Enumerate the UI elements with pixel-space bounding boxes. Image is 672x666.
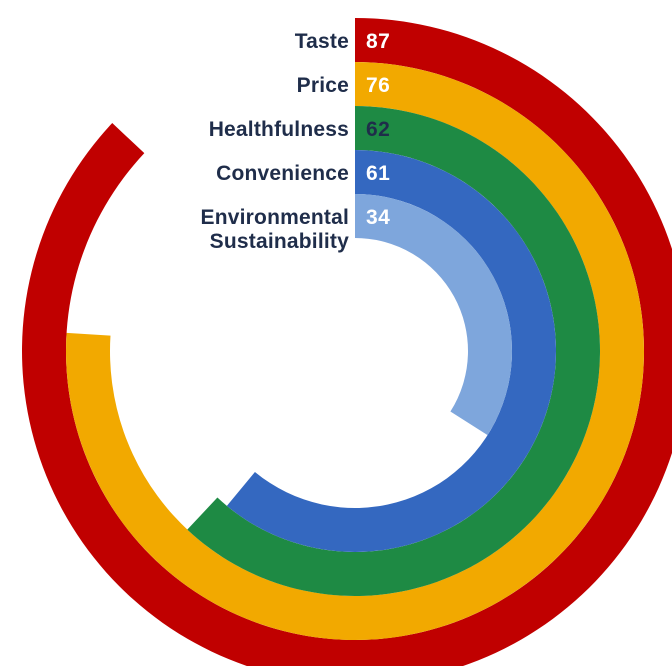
value-label-price: 76 [366,74,390,97]
category-label-price: Price [297,74,349,97]
chart-labels: Taste 87 Price 76 Healthfulness 62 Convenience… [201,30,390,253]
value-label-taste: 87 [366,30,390,53]
category-label-convenience: Convenience [216,162,349,185]
category-label-healthfulness: Healthfulness [209,118,349,141]
value-label-environmental-sustainability: 34 [366,206,390,229]
arc-healthfulness [187,106,601,596]
value-label-healthfulness: 62 [366,118,390,141]
category-label-environmental-sustainability: Environmental Sustainability [201,206,350,253]
arc-convenience [226,150,556,552]
arc-environmental-sustainability [355,194,512,436]
value-label-convenience: 61 [366,162,390,185]
chart-arcs [22,18,672,666]
category-label-taste: Taste [295,30,349,53]
